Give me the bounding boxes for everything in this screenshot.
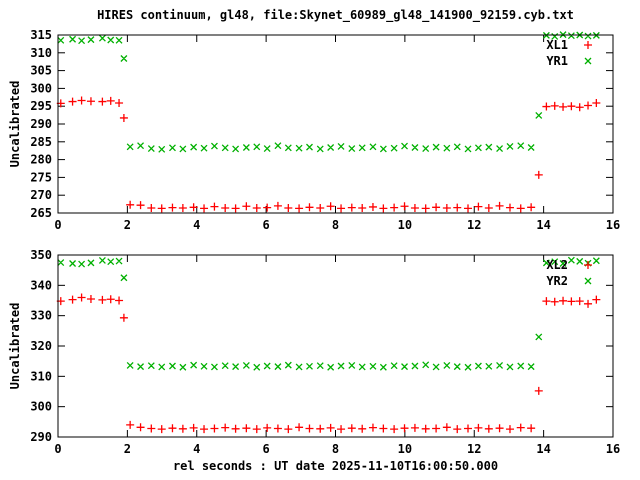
y-tick-label: 290 — [30, 117, 52, 131]
data-point-plus — [56, 96, 601, 213]
legend-label-XL2: XL2 — [546, 258, 568, 272]
x-tick-label: 0 — [54, 442, 61, 456]
y-axis-label-top: Uncalibrated — [8, 80, 22, 168]
x-tick-label: 2 — [124, 442, 131, 456]
y-tick-label: 340 — [30, 278, 52, 292]
y-tick-label: 330 — [30, 309, 52, 323]
chart-title: HIRES continuum, gl48, file:Skynet_60989… — [97, 8, 574, 22]
x-tick-label: 16 — [606, 442, 620, 456]
x-axis-label: rel seconds : UT date 2025-11-10T16:00:5… — [172, 459, 499, 473]
x-tick-label: 12 — [467, 218, 481, 232]
y-tick-label: 295 — [30, 99, 52, 113]
y-axis-label-bottom: Uncalibrated — [8, 302, 22, 390]
legend-marker-plus-icon — [584, 261, 592, 269]
legend-marker-cross-icon — [584, 57, 592, 65]
x-tick-label: 10 — [398, 442, 412, 456]
y-tick-label: 305 — [30, 64, 52, 78]
y-tick-label: 265 — [30, 206, 52, 220]
y-tick-label: 300 — [30, 400, 52, 414]
legend-label-YR1: YR1 — [546, 54, 568, 68]
x-tick-label: 8 — [332, 218, 339, 232]
legend-label-YR2: YR2 — [546, 274, 568, 288]
y-tick-label: 315 — [30, 28, 52, 42]
x-tick-label: 6 — [263, 442, 270, 456]
y-tick-label: 310 — [30, 369, 52, 383]
x-tick-label: 2 — [124, 218, 131, 232]
legend-label-XL1: XL1 — [546, 38, 568, 52]
y-tick-label: 300 — [30, 81, 52, 95]
x-tick-label: 4 — [193, 218, 200, 232]
series-YR1-points — [57, 31, 600, 153]
data-point-cross — [57, 31, 600, 153]
y-tick-label: 270 — [30, 188, 52, 202]
panel-bottom: 0 2 4 6 8 10 12 14 16 290 300 310 320 330 340 350 XL2 YR2 — [30, 248, 620, 456]
x-tick-label: 4 — [193, 442, 200, 456]
y-tick-label: 320 — [30, 339, 52, 353]
series-YR2-points — [57, 256, 600, 371]
x-tick-label: 6 — [263, 218, 270, 232]
x-tick-label: 0 — [54, 218, 61, 232]
y-tick-label: 350 — [30, 248, 52, 262]
plot-border — [57, 254, 614, 438]
data-point-cross — [57, 256, 600, 371]
x-tick-label: 14 — [536, 442, 550, 456]
x-tick-label: 10 — [398, 218, 412, 232]
y-tick-label: 290 — [30, 430, 52, 444]
data-point-plus — [56, 293, 601, 434]
series-XL2-points — [56, 293, 601, 434]
y-tick-label: 285 — [30, 135, 52, 149]
x-tick-label: 12 — [467, 442, 481, 456]
x-tick-label: 8 — [332, 442, 339, 456]
legend-marker-cross-icon — [584, 277, 592, 285]
y-tick-label: 310 — [30, 46, 52, 60]
y-tick-label: 275 — [30, 170, 52, 184]
legend-marker-plus-icon — [584, 41, 592, 49]
panel-top: 0 2 4 6 8 10 12 14 16 265 270 275 280 285 290 295 300 305… — [30, 28, 620, 232]
series-XL1-points — [56, 96, 601, 213]
x-tick-label: 16 — [606, 218, 620, 232]
x-tick-label: 14 — [536, 218, 550, 232]
y-tick-label: 280 — [30, 153, 52, 167]
plot-border — [57, 34, 614, 214]
